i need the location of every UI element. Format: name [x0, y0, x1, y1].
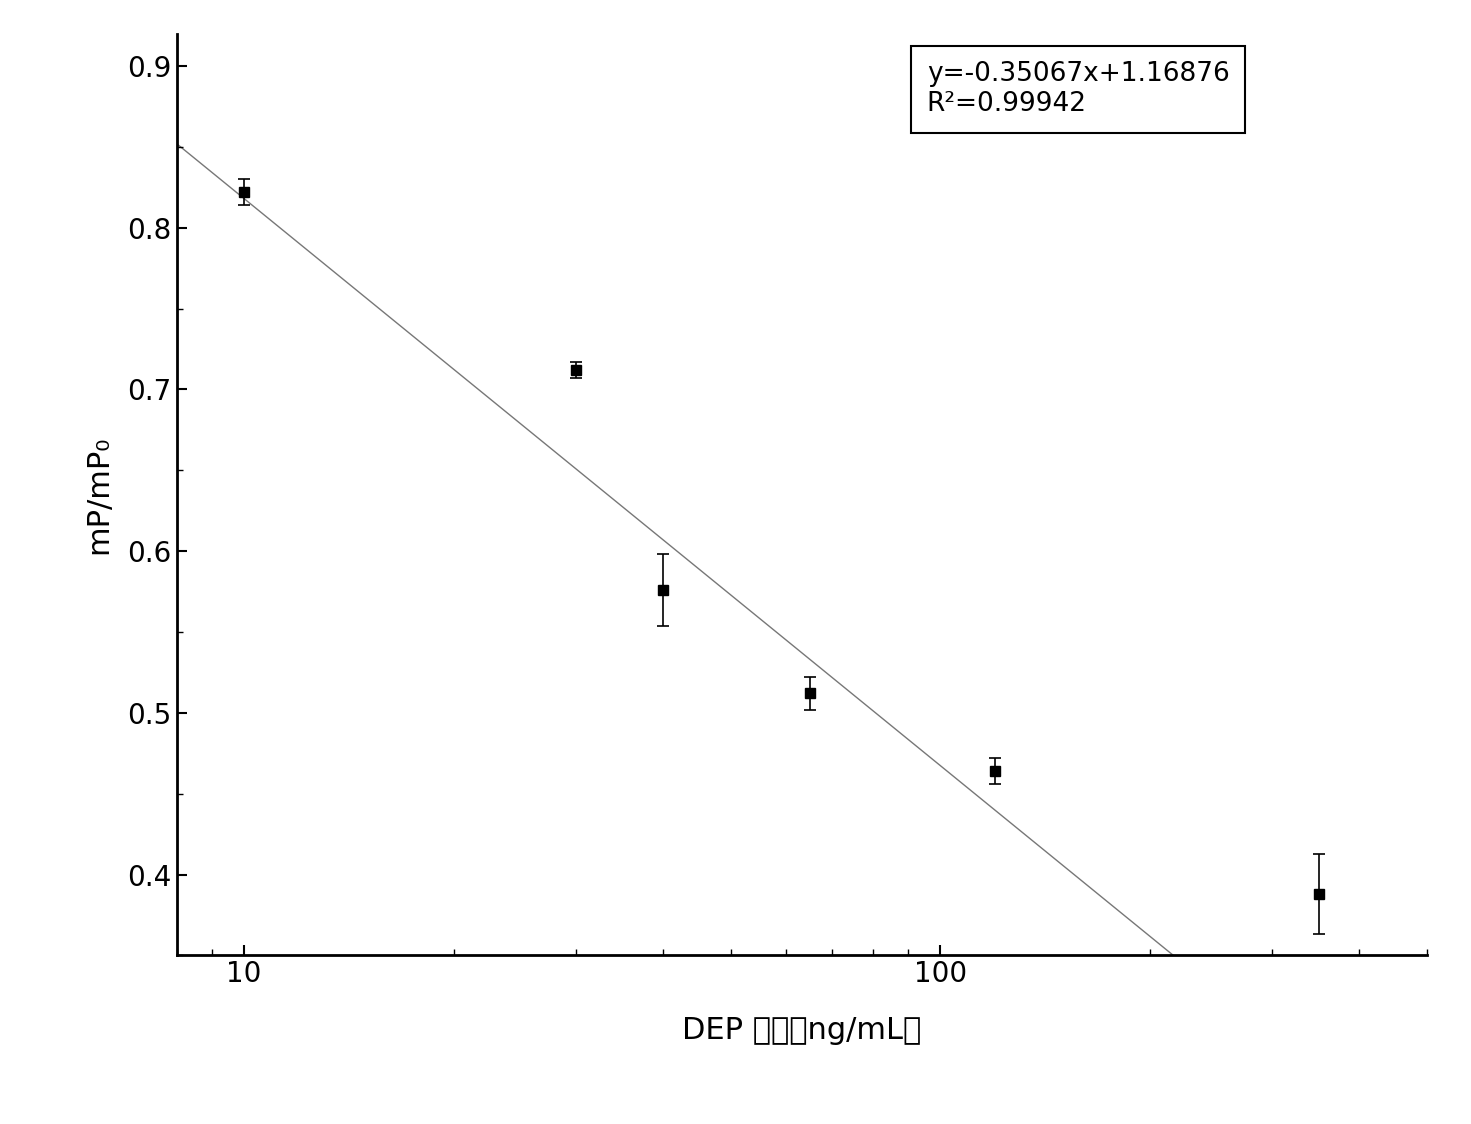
X-axis label: DEP 浓度（ng/mL）: DEP 浓度（ng/mL）: [683, 1016, 921, 1045]
Text: y=-0.35067x+1.16876
R²=0.99942: y=-0.35067x+1.16876 R²=0.99942: [927, 62, 1230, 117]
Y-axis label: mP/mP₀: mP/mP₀: [84, 435, 113, 554]
